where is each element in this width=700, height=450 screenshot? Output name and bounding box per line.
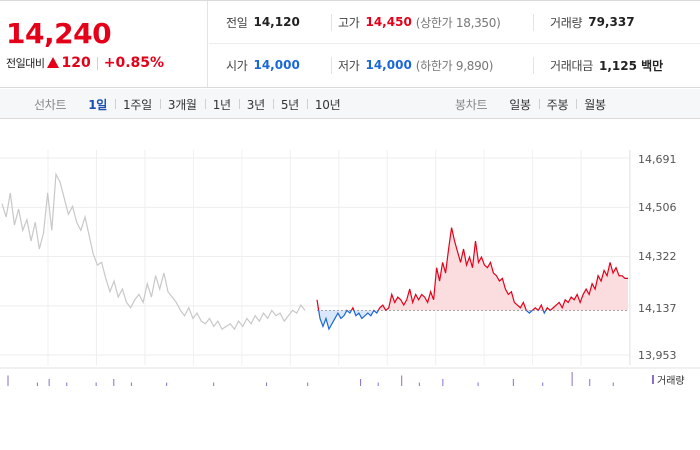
volume-legend-label: 거래량 bbox=[657, 376, 685, 387]
candle-chart-tabs: 봉차트 일봉 주봉 월봉 bbox=[455, 89, 614, 119]
divider bbox=[331, 14, 332, 31]
upper-limit: (상한가 18,350) bbox=[415, 15, 501, 30]
stat-value: 14,450 bbox=[365, 15, 412, 29]
tab-daily[interactable]: 일봉 bbox=[509, 97, 531, 112]
stat-value: 14,000 bbox=[365, 58, 412, 72]
stat-high: 고가 14,450 (상한가 18,350) bbox=[338, 1, 501, 43]
tab-1y[interactable]: 1년 bbox=[204, 96, 239, 113]
change-label: 전일대비 bbox=[6, 57, 45, 70]
divider bbox=[96, 56, 98, 70]
stat-prev-close: 전일 14,120 bbox=[226, 1, 300, 43]
stat-value: 1,125 백만 bbox=[598, 58, 664, 73]
stat-label: 전일 bbox=[226, 15, 248, 30]
quote-panel: 14,240 전일대비 120 +0.85% 전일 14,120 고가 14,4… bbox=[0, 0, 700, 88]
previous-day-series-line bbox=[1, 172, 306, 331]
today-down-area bbox=[318, 310, 546, 330]
divider bbox=[331, 57, 332, 74]
volume-swatch bbox=[652, 375, 654, 384]
change-row: 전일대비 120 +0.85% bbox=[6, 55, 164, 71]
stat-open: 시가 14,000 bbox=[226, 44, 300, 86]
y-tick-label: 14,691 bbox=[638, 153, 677, 166]
candle-chart-label: 봉차트 bbox=[455, 97, 488, 112]
stat-value: 79,337 bbox=[588, 15, 635, 29]
stat-volume: 거래량 79,337 bbox=[550, 1, 635, 43]
current-price: 14,240 bbox=[6, 17, 112, 50]
y-tick-label: 13,953 bbox=[638, 349, 677, 362]
tab-monthly[interactable]: 월봉 bbox=[576, 96, 613, 113]
stat-label: 고가 bbox=[338, 15, 360, 30]
quote-stats: 전일 14,120 고가 14,450 (상한가 18,350) 거래량 79,… bbox=[209, 1, 700, 87]
y-tick-label: 14,322 bbox=[638, 250, 677, 263]
stats-row: 시가 14,000 저가 14,000 (하한가 9,890) 거래대금 1,1… bbox=[209, 44, 700, 87]
tab-weekly[interactable]: 주봉 bbox=[538, 96, 576, 113]
up-triangle-icon bbox=[47, 57, 60, 68]
stats-row: 전일 14,120 고가 14,450 (상한가 18,350) 거래량 79,… bbox=[209, 1, 700, 44]
line-chart-tabs: 선차트 1일 1주일 3개월 1년 3년 5년 10년 bbox=[34, 89, 348, 119]
stat-label: 시가 bbox=[226, 58, 248, 73]
today-up-series-line bbox=[316, 227, 628, 311]
stat-value: 14,120 bbox=[253, 15, 300, 29]
divider bbox=[533, 57, 534, 74]
stat-value: 14,000 bbox=[253, 58, 300, 72]
today-down-series-line bbox=[318, 310, 552, 331]
stat-low: 저가 14,000 (하한가 9,890) bbox=[338, 44, 493, 86]
chart-canvas bbox=[0, 150, 700, 386]
tab-1d[interactable]: 1일 bbox=[88, 97, 108, 112]
line-chart-label: 선차트 bbox=[34, 97, 67, 112]
stat-trade-value: 거래대금 1,125 백만 bbox=[550, 44, 663, 86]
price-box: 14,240 전일대비 120 +0.85% bbox=[0, 1, 208, 87]
intraday-chart: 14,691 14,506 14,322 14,137 13,953 거래량 bbox=[0, 120, 700, 390]
stat-label: 거래량 bbox=[550, 15, 583, 30]
volume-legend: 거래량 bbox=[652, 372, 685, 387]
stat-label: 거래대금 bbox=[550, 58, 593, 73]
lower-limit: (하한가 9,890) bbox=[415, 58, 494, 73]
stat-label: 저가 bbox=[338, 58, 360, 73]
tab-10y[interactable]: 10년 bbox=[306, 96, 348, 113]
y-tick-label: 14,137 bbox=[638, 302, 677, 315]
tab-3m[interactable]: 3개월 bbox=[159, 96, 205, 113]
today-up-area bbox=[317, 227, 628, 311]
change-amount: 120 bbox=[61, 55, 91, 71]
tab-5y[interactable]: 5년 bbox=[272, 96, 307, 113]
tab-3y[interactable]: 3년 bbox=[238, 96, 273, 113]
y-tick-label: 14,506 bbox=[638, 201, 677, 214]
change-percent: +0.85% bbox=[103, 55, 165, 71]
tab-1w[interactable]: 1주일 bbox=[115, 96, 160, 113]
chart-tab-bar: 선차트 1일 1주일 3개월 1년 3년 5년 10년 봉차트 일봉 주봉 월봉 bbox=[0, 89, 700, 119]
divider bbox=[533, 14, 534, 31]
